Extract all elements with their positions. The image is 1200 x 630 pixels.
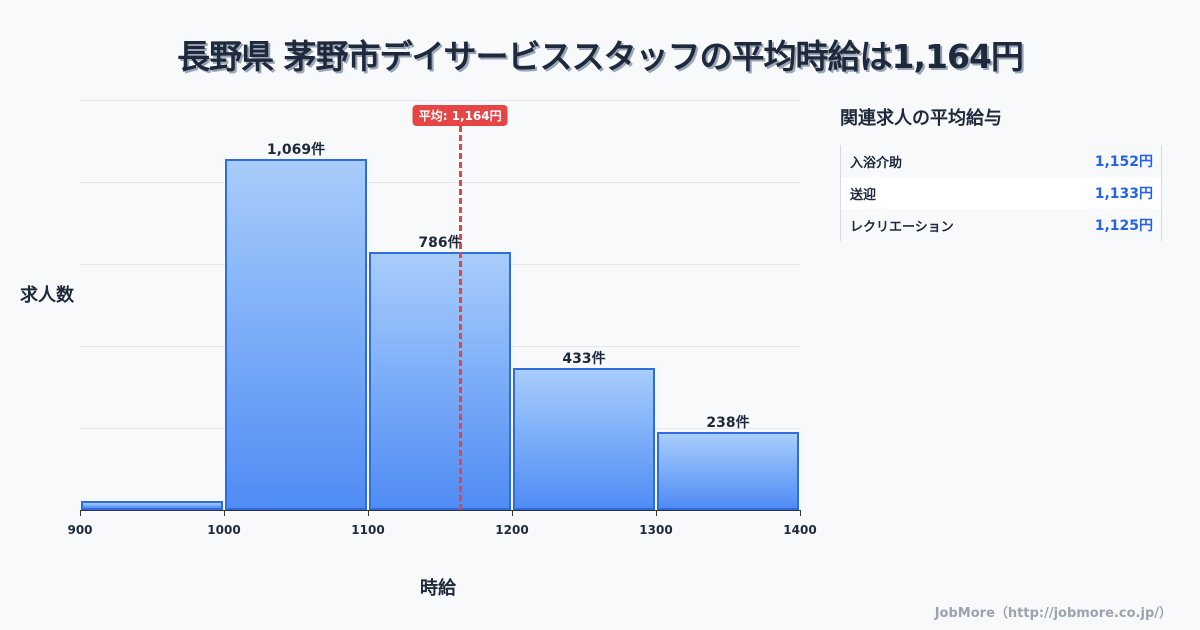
- related-job-row: 送迎 1,133円: [841, 177, 1161, 209]
- histogram-bar: [81, 500, 223, 510]
- gridline: [80, 100, 800, 101]
- related-job-wage: 1,125円: [1094, 218, 1153, 234]
- histogram-bar: [225, 159, 367, 510]
- related-jobs-table: 入浴介助 1,152円 送迎 1,133円 レクリエーション 1,125円: [840, 145, 1162, 241]
- bar-value-label: 1,069件: [266, 142, 326, 159]
- histogram-plot: 1,069件 786件 433件 238件 900 1000 1100 1200 1300 14…: [67, 100, 817, 537]
- x-tick: [512, 510, 513, 516]
- x-tick: [80, 510, 81, 516]
- related-job-name: 入浴介助: [850, 155, 903, 171]
- x-tick-label: 1200: [495, 523, 529, 537]
- x-tick: [368, 510, 369, 516]
- x-tick: [224, 510, 225, 516]
- x-tick: [656, 510, 657, 516]
- x-tick-label: 1300: [639, 523, 673, 537]
- x-tick-label: 900: [67, 523, 93, 537]
- bar-value-label: 786件: [418, 235, 462, 252]
- histogram-bar: [369, 252, 511, 510]
- x-tick-label: 1000: [207, 523, 241, 537]
- x-axis-line: [80, 510, 800, 511]
- page-title: 長野県 茅野市デイサービススタッフの平均時給は1,164円: [177, 37, 1024, 76]
- x-tick-label: 1100: [351, 523, 385, 537]
- related-job-wage: 1,133円: [1094, 186, 1153, 202]
- gridline: [80, 182, 800, 183]
- related-job-name: 送迎: [850, 187, 877, 203]
- related-job-wage: 1,152円: [1094, 154, 1153, 170]
- average-badge: 平均: 1,164円: [412, 105, 508, 126]
- related-job-row: 入浴介助 1,152円: [841, 145, 1161, 177]
- histogram-bar: [657, 431, 799, 510]
- source-credit: JobMore（http://jobmore.co.jp/）: [934, 606, 1172, 621]
- bar-value-label: 433件: [562, 350, 606, 367]
- related-jobs-title: 関連求人の平均給与: [840, 108, 1002, 129]
- x-tick: [800, 510, 801, 516]
- average-line: [459, 126, 463, 510]
- x-axis-label: 時給: [420, 578, 456, 599]
- related-job-name: レクリエーション: [850, 219, 954, 235]
- bar-value-label: 238件: [706, 414, 750, 431]
- related-job-row: レクリエーション 1,125円: [841, 209, 1161, 241]
- x-tick-label: 1400: [783, 523, 817, 537]
- y-axis-label: 求人数: [20, 285, 74, 306]
- histogram-bar: [513, 367, 655, 510]
